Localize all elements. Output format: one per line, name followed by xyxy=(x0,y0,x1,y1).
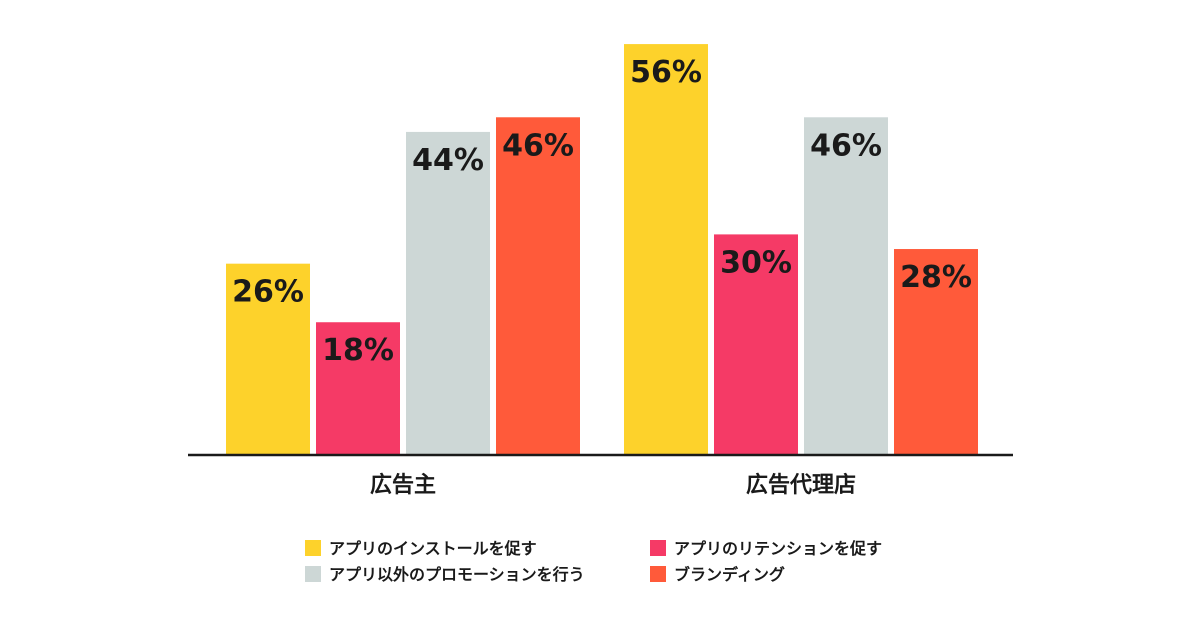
legend-swatch-0 xyxy=(305,540,321,556)
category-labels-group: 広告主 広告代理店 xyxy=(370,472,856,498)
bar-value-label-0-2: 44% xyxy=(412,143,484,178)
bar-value-label-1-0: 56% xyxy=(630,55,702,90)
bars-group xyxy=(226,44,978,455)
bar-0-1 xyxy=(316,322,400,454)
bar-0-3 xyxy=(496,117,580,454)
legend-swatch-1 xyxy=(650,540,666,556)
legend-label-2: アプリ以外のプロモーションを行う xyxy=(329,565,585,584)
legend-label-0: アプリのインストールを促す xyxy=(329,539,537,558)
bar-1-3 xyxy=(894,249,978,454)
bar-1-1 xyxy=(714,234,798,454)
category-label-1: 広告代理店 xyxy=(746,472,856,498)
bar-value-label-0-3: 46% xyxy=(502,128,574,163)
legend: アプリのインストールを促す アプリのリテンションを促すアプリ以外のプロモーションを… xyxy=(305,539,882,584)
bar-1-2 xyxy=(804,117,888,454)
bar-value-label-1-1: 30% xyxy=(720,245,792,280)
bar-1-0 xyxy=(624,44,708,455)
category-label-0: 広告主 xyxy=(370,472,436,498)
bar-value-label-0-0: 26% xyxy=(232,275,304,310)
bar-value-label-0-1: 18% xyxy=(322,333,394,368)
legend-label-1: アプリのリテンションを促す xyxy=(674,539,882,558)
value-labels-group: 26% 18% 44% 46% 56% 30% 46% 28% xyxy=(232,55,972,368)
legend-swatch-2 xyxy=(305,566,321,582)
legend-swatch-3 xyxy=(650,566,666,582)
legend-label-3: ブランディング xyxy=(674,565,785,584)
bar-value-label-1-3: 28% xyxy=(900,260,972,295)
bar-0-0 xyxy=(226,263,310,454)
bar-value-label-1-2: 46% xyxy=(810,128,882,163)
bar-0-2 xyxy=(406,131,490,455)
